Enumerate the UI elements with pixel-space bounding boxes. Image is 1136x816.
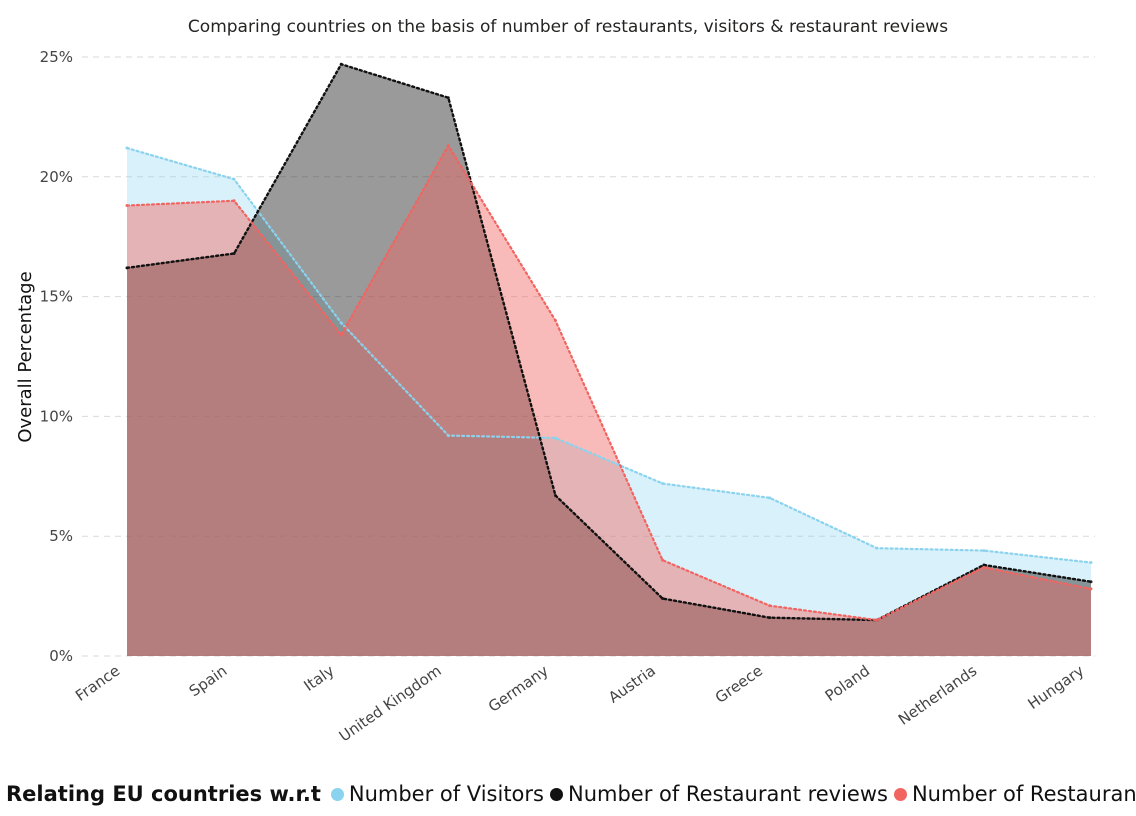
point-restaurants[interactable] xyxy=(125,204,129,208)
legend-item-visitors[interactable]: Number of Visitors xyxy=(330,782,544,806)
legend: Relating EU countries w.r.t Number of Vi… xyxy=(6,778,1136,810)
point-restaurants[interactable] xyxy=(553,319,557,323)
legend-marker-reviews xyxy=(549,787,563,801)
point-visitors[interactable] xyxy=(446,434,450,438)
point-restaurant-reviews[interactable] xyxy=(339,62,343,66)
point-restaurant-reviews[interactable] xyxy=(232,251,236,255)
series-lines xyxy=(125,62,1093,622)
point-restaurant-reviews[interactable] xyxy=(661,596,665,600)
legend-marker-restaurants xyxy=(893,787,907,801)
chart-title: Comparing countries on the basis of numb… xyxy=(188,17,948,37)
point-visitors[interactable] xyxy=(232,177,236,181)
point-visitors[interactable] xyxy=(768,496,772,500)
x-tick-label: Greece xyxy=(712,662,766,707)
point-restaurants[interactable] xyxy=(982,565,986,569)
y-tick-label: 25% xyxy=(40,48,73,66)
y-tick-label: 0% xyxy=(49,647,73,665)
point-visitors[interactable] xyxy=(1089,561,1093,565)
x-tick-label: Hungary xyxy=(1024,661,1087,713)
point-visitors[interactable] xyxy=(982,549,986,553)
point-restaurants[interactable] xyxy=(1089,587,1093,591)
y-tick-label: 5% xyxy=(49,527,73,545)
point-restaurant-reviews[interactable] xyxy=(768,616,772,620)
x-tick-label: Poland xyxy=(822,662,873,705)
x-tick-label: United Kingdom xyxy=(336,662,445,746)
point-restaurant-reviews[interactable] xyxy=(446,96,450,100)
point-restaurants[interactable] xyxy=(768,604,772,608)
area-visitors xyxy=(127,148,1091,656)
point-visitors[interactable] xyxy=(339,321,343,325)
point-restaurants[interactable] xyxy=(232,199,236,203)
legend-label-visitors: Number of Visitors xyxy=(348,782,544,806)
x-tick-label: Netherlands xyxy=(895,661,980,728)
point-restaurants[interactable] xyxy=(339,333,343,337)
y-tick-label: 15% xyxy=(40,288,73,306)
point-restaurants[interactable] xyxy=(661,558,665,562)
line-visitors xyxy=(125,146,1093,564)
point-visitors[interactable] xyxy=(125,146,129,150)
area-chart: Comparing countries on the basis of numb… xyxy=(15,17,1095,745)
point-restaurant-reviews[interactable] xyxy=(125,266,129,270)
area-restaurants xyxy=(127,145,1091,657)
gridlines xyxy=(82,56,1095,657)
line-restaurant-reviews xyxy=(125,62,1093,622)
x-tick-label: France xyxy=(72,662,123,705)
point-restaurant-reviews[interactable] xyxy=(982,563,986,567)
x-tick-label: Austria xyxy=(605,662,659,707)
point-restaurant-reviews[interactable] xyxy=(553,493,557,497)
line-restaurants xyxy=(125,143,1093,622)
legend-item-restaurants[interactable]: Number of Restaurants xyxy=(893,782,1136,806)
y-tick-label: 10% xyxy=(40,407,73,425)
legend-label-restaurants: Number of Restaurants xyxy=(911,782,1136,806)
area-restaurant-reviews xyxy=(127,64,1091,657)
legend-label-reviews: Number of Restaurant reviews xyxy=(567,782,888,806)
point-restaurants[interactable] xyxy=(446,144,450,148)
legend-title: Relating EU countries w.r.t xyxy=(6,782,321,806)
series-areas xyxy=(127,64,1091,657)
legend-item-reviews[interactable]: Number of Restaurant reviews xyxy=(549,782,888,806)
x-tick-label: Spain xyxy=(186,662,231,701)
y-axis-label: Overall Percentage xyxy=(15,271,36,442)
point-restaurant-reviews[interactable] xyxy=(1089,580,1093,584)
legend-marker-visitors xyxy=(330,787,344,801)
x-tick-label: Italy xyxy=(301,661,338,694)
point-visitors[interactable] xyxy=(875,546,879,550)
y-tick-label: 20% xyxy=(40,168,73,186)
point-visitors[interactable] xyxy=(553,436,557,440)
y-axis-ticks: 0% 5% 10% 15% 20% 25% xyxy=(40,48,73,665)
x-tick-label: Germany xyxy=(485,661,552,715)
point-visitors[interactable] xyxy=(661,481,665,485)
point-restaurants[interactable] xyxy=(875,618,879,622)
